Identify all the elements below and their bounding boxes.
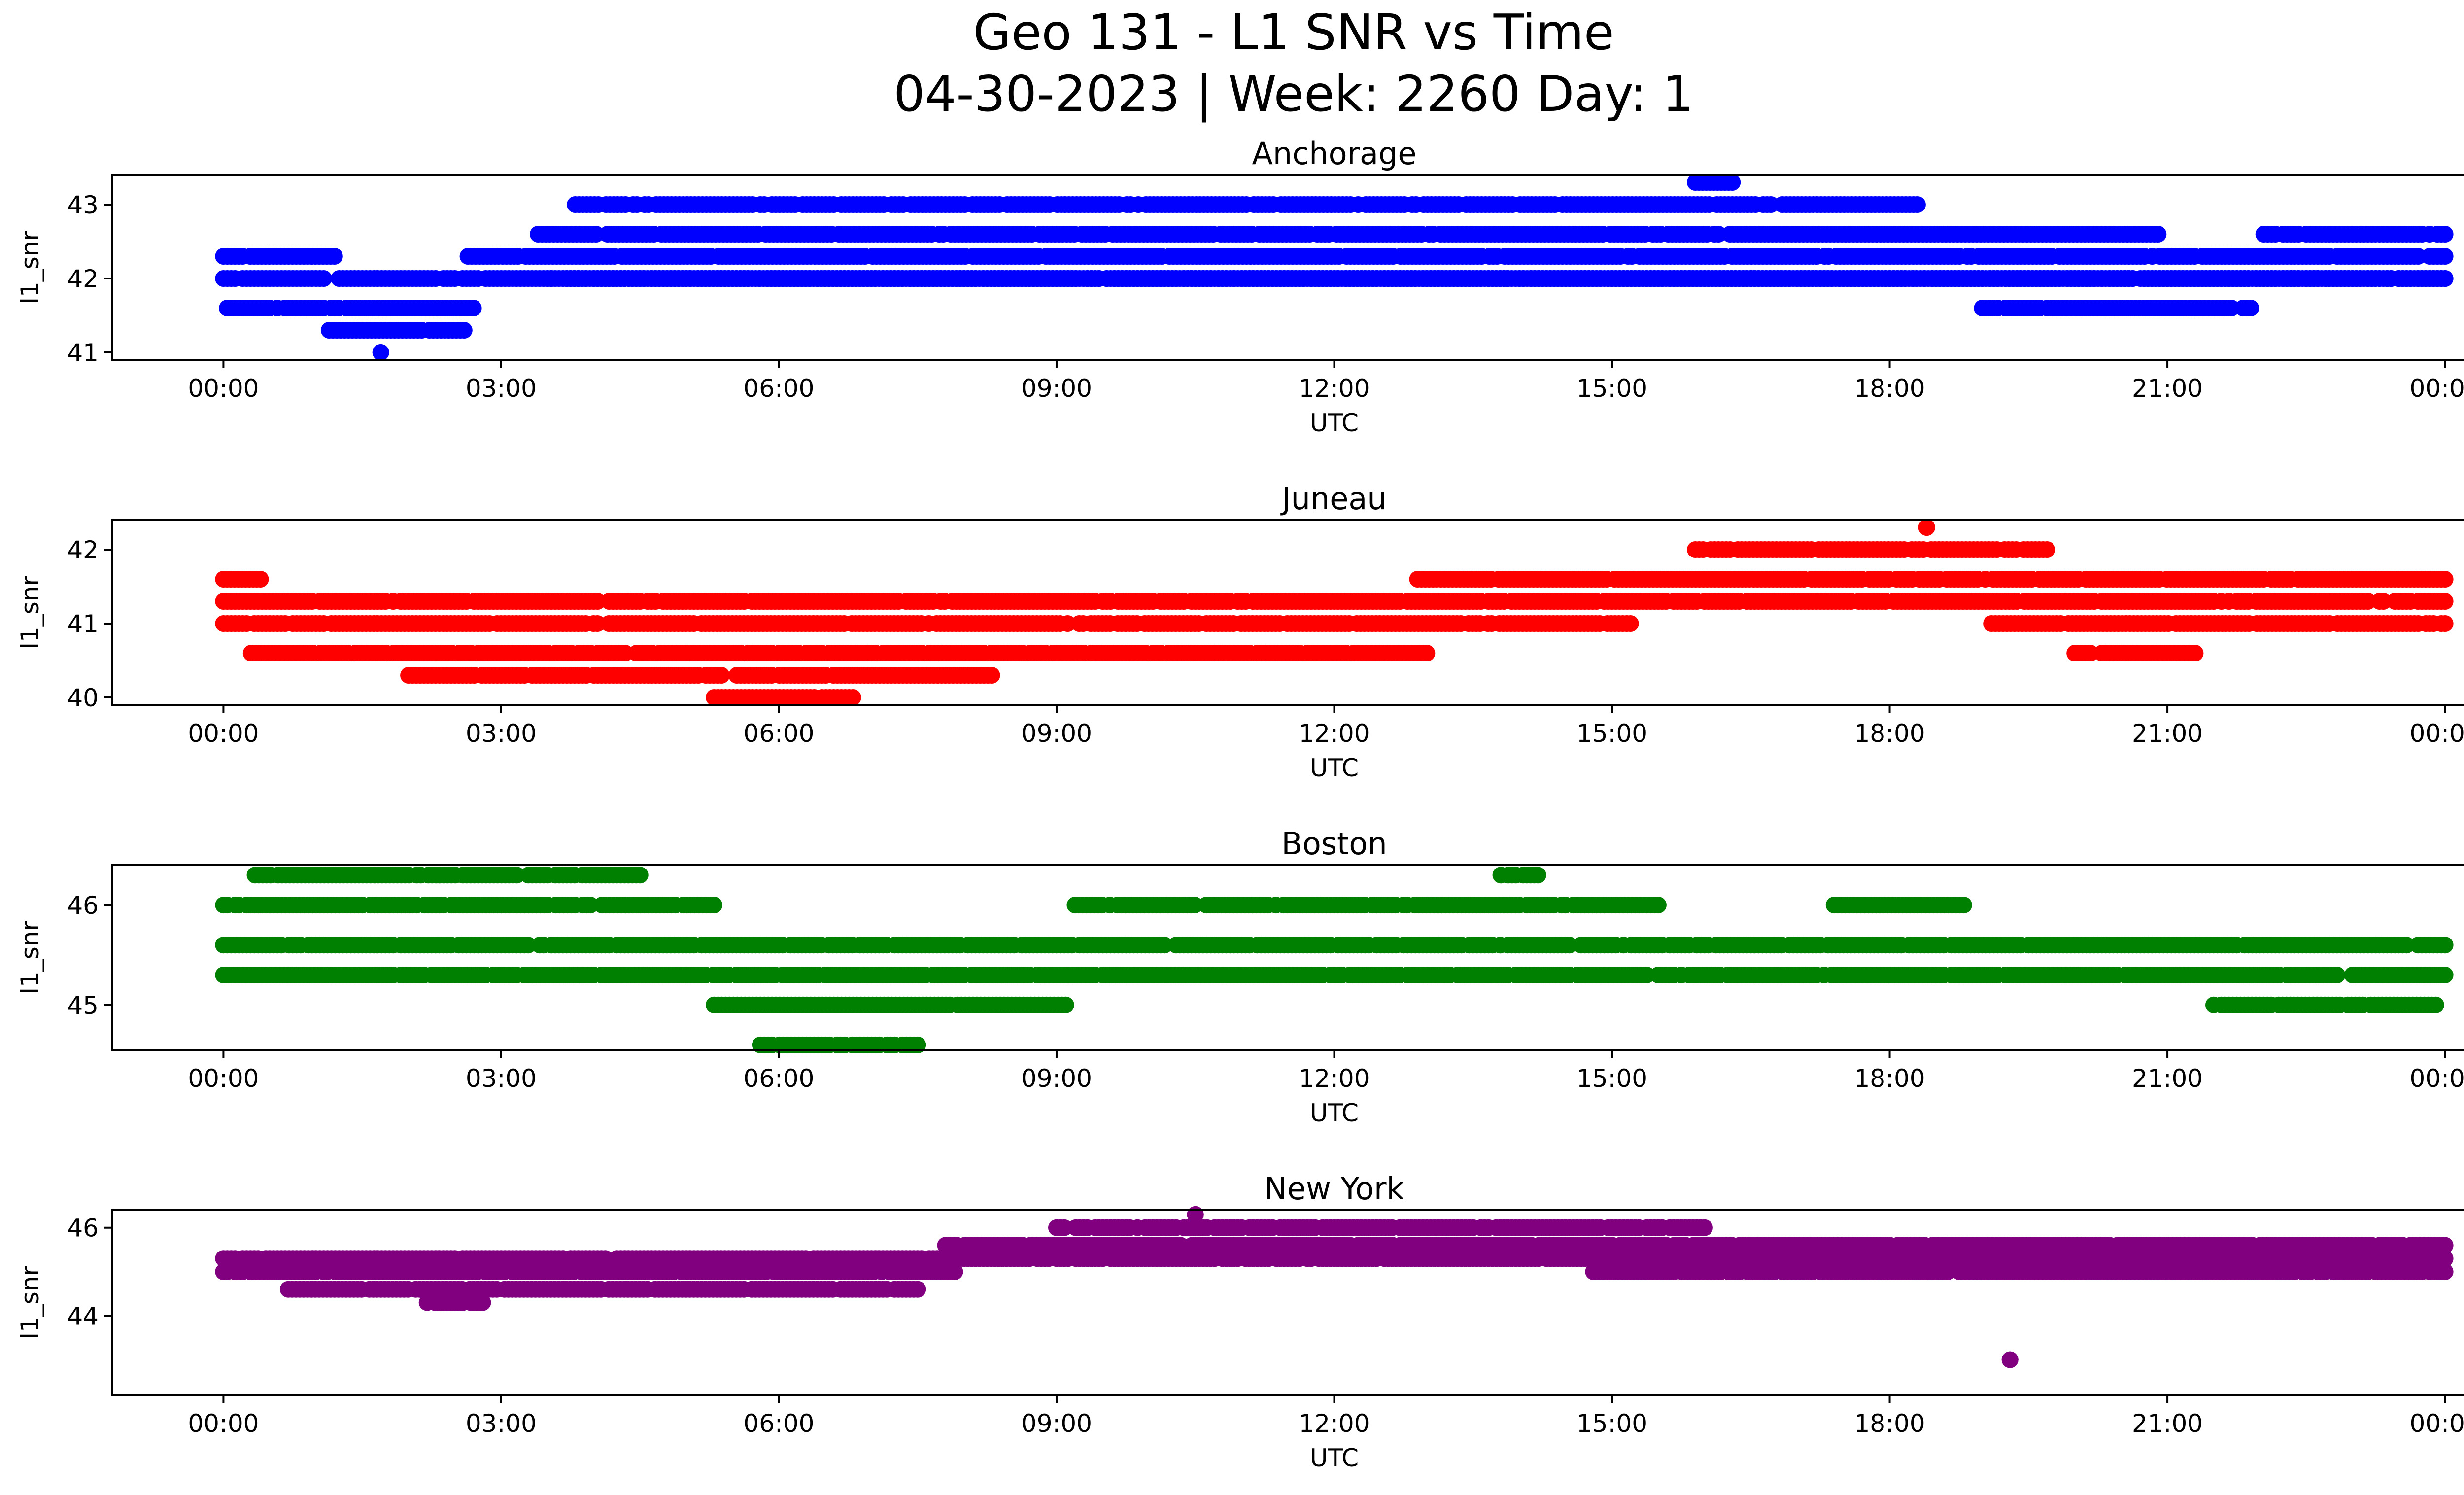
scatter-points — [215, 519, 2454, 706]
data-point — [589, 593, 606, 610]
data-point — [2150, 226, 2167, 243]
subplot-anchorage: Anchorage 00:00 03:00 06:00 09:00 12:00 15:00 1… — [16, 136, 2464, 437]
data-point — [2242, 300, 2259, 316]
y-tick-label: 41 — [67, 339, 99, 367]
data-point — [2124, 270, 2141, 287]
data-point — [465, 300, 482, 316]
x-axis-label: UTC — [1310, 754, 1359, 782]
data-point — [2436, 226, 2454, 243]
x-tick-label: 18:00 — [1854, 374, 1925, 403]
x-tick-label: 09:00 — [1021, 374, 1092, 403]
data-point — [1418, 645, 1436, 661]
x-tick-label: 18:00 — [1854, 719, 1925, 748]
subplot-juneau: Juneau 00:00 03:00 06:00 09:00 12:00 15:00 18:0… — [16, 481, 2464, 782]
data-point — [844, 689, 861, 706]
x-tick-label: 12:00 — [1299, 719, 1369, 748]
x-tick-label: 06:00 — [743, 719, 814, 748]
data-point — [252, 571, 269, 588]
data-point — [1909, 196, 1926, 213]
subplot-title: Anchorage — [1252, 136, 1416, 172]
x-tick-label: 00:00 — [2410, 719, 2464, 748]
y-tick-label: 41 — [67, 610, 99, 638]
y-tick-label: 42 — [67, 536, 99, 564]
x-tick-label: 21:00 — [2132, 374, 2203, 403]
data-point — [2436, 593, 2454, 610]
figure-title-line1: Geo 131 - L1 SNR vs Time — [973, 3, 1614, 61]
x-tick-label: 00:00 — [188, 719, 259, 748]
x-tick-label: 15:00 — [1576, 719, 1647, 748]
y-tick-label: 43 — [67, 191, 99, 219]
data-point — [455, 322, 473, 339]
x-tick-label: 00:00 — [188, 374, 259, 403]
subplot-panels: Anchorage 00:00 03:00 06:00 09:00 12:00 15:00 1… — [16, 136, 2464, 1472]
data-point — [2223, 300, 2240, 316]
data-point — [2436, 270, 2454, 287]
data-point — [2187, 645, 2204, 661]
data-point — [2436, 937, 2454, 954]
x-tick-label: 03:00 — [466, 719, 537, 748]
y-tick-label: 42 — [67, 265, 99, 293]
data-point — [2038, 541, 2055, 558]
x-tick-label: 03:00 — [466, 374, 537, 403]
x-tick-label: 21:00 — [2132, 719, 2203, 748]
data-point — [1710, 226, 1727, 243]
y-axis-label: l1_snr — [16, 231, 44, 304]
x-tick-label: 09:00 — [1021, 719, 1092, 748]
y-tick-label: 40 — [67, 684, 99, 712]
data-point — [1762, 196, 1780, 213]
x-tick-label: 00:00 — [2410, 374, 2464, 403]
subplot-title: Juneau — [1280, 481, 1386, 517]
data-point — [1918, 519, 1935, 536]
data-point — [315, 270, 332, 287]
data-point — [1724, 174, 1741, 191]
data-point — [983, 667, 1000, 684]
scatter-points — [215, 174, 2454, 361]
y-axis-label: l1_snr — [16, 576, 44, 649]
data-point — [713, 667, 730, 684]
x-axis-label: UTC — [1310, 409, 1359, 437]
data-point — [326, 248, 343, 265]
x-tick-label: 12:00 — [1299, 374, 1369, 403]
data-point — [587, 226, 605, 243]
figure-title-line2: 04-30-2023 | Week: 2260 Day: 1 — [893, 65, 1693, 123]
data-point — [2436, 615, 2454, 632]
data-point — [1622, 615, 1639, 632]
x-tick-label: 15:00 — [1576, 374, 1647, 403]
x-tick-label: 06:00 — [743, 374, 814, 403]
data-point — [2436, 248, 2454, 265]
data-point — [2436, 571, 2454, 588]
data-point — [2409, 248, 2427, 265]
data-point — [372, 344, 389, 361]
scatter-points — [215, 867, 2454, 1053]
